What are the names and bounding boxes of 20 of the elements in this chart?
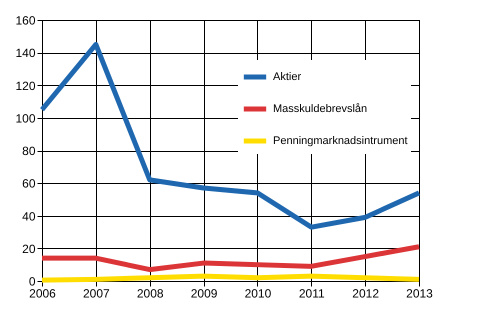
y-tick-label: 80 (22, 144, 36, 158)
x-tick-label: 2008 (136, 286, 164, 300)
y-tick-label: 0 (28, 274, 36, 288)
y-tick-label: 40 (22, 209, 36, 224)
x-tick-label: 2011 (298, 286, 326, 300)
x-tick-label: 2009 (190, 286, 218, 300)
y-tick-label: 140 (15, 46, 36, 60)
legend-label: Aktier (273, 71, 302, 83)
x-tick-label: 2012 (352, 286, 380, 300)
y-tick-label: 100 (15, 111, 36, 126)
x-tick-label: 2013 (406, 286, 434, 300)
x-tick-label: 2010 (244, 286, 272, 300)
y-tick-label: 120 (15, 78, 36, 93)
y-tick-label: 20 (22, 242, 36, 256)
legend-label: Penningmarknadsintrument (273, 135, 408, 147)
x-tick-label: 2007 (83, 286, 110, 300)
y-tick-label: 160 (15, 14, 36, 28)
y-tick-label: 60 (22, 176, 36, 191)
legend-label: Masskuldebrevslån (273, 103, 368, 115)
x-tick-label: 2006 (29, 286, 56, 300)
